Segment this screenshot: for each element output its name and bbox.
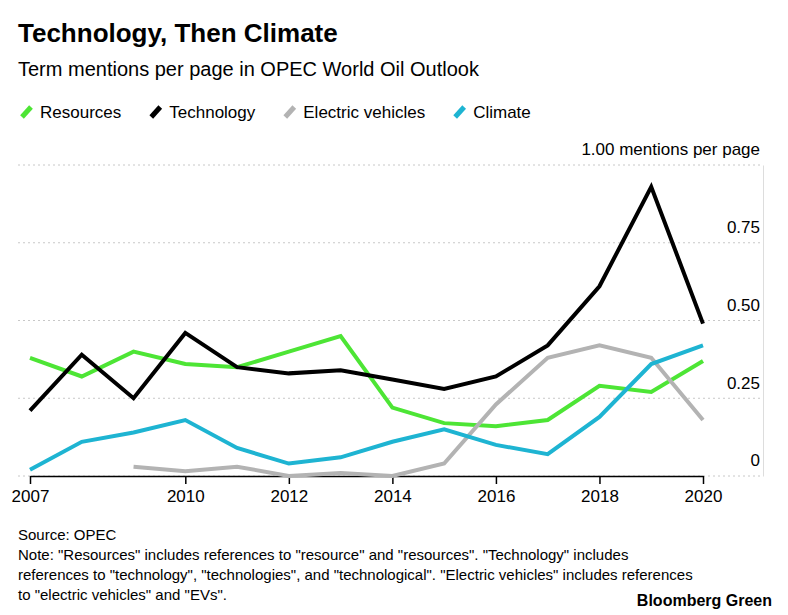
x-tick: 2020 [685, 476, 723, 506]
x-tick-mark [30, 476, 32, 484]
x-tick-label: 2016 [478, 487, 516, 506]
line-series [30, 345, 703, 469]
y-tick-label: 0.50 [727, 296, 760, 315]
subtitle: Term mentions per page in OPEC World Oil… [18, 58, 480, 80]
legend-label: Climate [473, 103, 531, 122]
legend-label: Technology [169, 103, 256, 122]
x-tick-mark [599, 476, 601, 484]
x-tick-mark [496, 476, 498, 484]
x-tick: 2007 [12, 476, 50, 506]
legend-swatch [22, 107, 31, 117]
legend: Resources Technology Electric vehicles Clim… [22, 103, 531, 122]
y-tick-label: 0.75 [727, 218, 760, 237]
credit: Bloomberg Green [637, 592, 772, 609]
line-series [134, 345, 703, 476]
x-tick: 2012 [270, 476, 308, 506]
legend-item: Resources [22, 103, 121, 122]
y-axis: 0 0.25 0.50 0.75 1.00 mentions per page [581, 140, 763, 476]
x-tick-label: 2014 [374, 487, 412, 506]
y-tick-label: 0 [751, 451, 760, 470]
legend-item: Electric vehicles [285, 103, 425, 122]
note: references to "technology", "technologie… [18, 566, 693, 583]
x-tick-mark [185, 476, 187, 484]
note: Note: "Resources" includes references to… [18, 546, 628, 563]
y-tick: 0 [751, 451, 763, 476]
legend-swatch [285, 107, 294, 117]
grid-line [18, 242, 763, 243]
x-tick-mark [703, 476, 705, 484]
legend-swatch [151, 107, 160, 117]
x-tick-label: 2010 [167, 487, 205, 506]
grid-line [18, 165, 763, 166]
x-axis: 2007 2010 2012 2014 2016 2018 2020 [12, 476, 723, 506]
legend-item: Technology [151, 103, 256, 122]
y-tick: 1.00 mentions per page [581, 140, 763, 165]
x-tick-label: 2012 [270, 487, 308, 506]
y-tick: 0.25 [727, 374, 763, 399]
y-tick-label: 0.25 [727, 374, 760, 393]
chart-svg: Technology, Then Climate Term mentions pe… [0, 0, 788, 615]
y-axis-line [763, 166, 764, 477]
legend-label: Resources [40, 103, 121, 122]
legend-label: Electric vehicles [303, 103, 425, 122]
plot-area [30, 187, 703, 476]
x-tick: 2010 [167, 476, 205, 506]
x-tick: 2018 [581, 476, 619, 506]
x-tick: 2014 [374, 476, 412, 506]
y-tick: 0.75 [727, 218, 763, 243]
title: Technology, Then Climate [18, 18, 338, 48]
legend-item: Climate [455, 103, 531, 122]
y-tick-label: 1.00 mentions per page [581, 140, 760, 159]
grid-line [18, 398, 763, 399]
y-tick: 0.50 [727, 296, 763, 321]
grid-line [18, 320, 763, 321]
x-tick-label: 2020 [685, 487, 723, 506]
legend-swatch [455, 107, 464, 117]
x-tick: 2016 [478, 476, 516, 506]
x-tick-label: 2018 [581, 487, 619, 506]
chart-container: Technology, Then Climate Term mentions pe… [0, 0, 788, 615]
x-tick-label: 2007 [12, 487, 50, 506]
line-series [30, 187, 703, 411]
source: Source: OPEC [18, 526, 117, 543]
note: to "electric vehicles" and "EVs". [18, 586, 227, 603]
grid [18, 165, 763, 476]
